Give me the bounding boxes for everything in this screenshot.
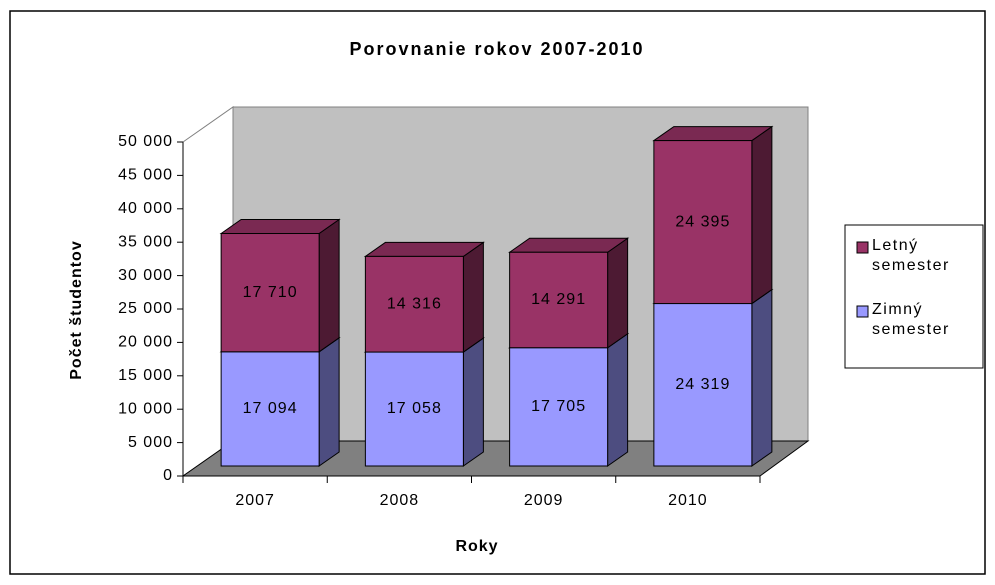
bar-side [607,332,629,467]
y-tick-label: 15 000 [118,367,173,384]
y-tick-label: 25 000 [118,300,173,317]
y-tick-label: 5 000 [128,434,173,451]
bar [364,255,464,353]
bar-top [219,219,341,235]
y-tick-label: 50 000 [118,133,173,150]
bar-top [363,241,485,257]
bar [653,140,753,305]
legend-swatch [856,241,869,254]
value-label: 17 705 [531,398,586,415]
bar-side [607,237,629,349]
y-tick-label: 35 000 [118,233,173,250]
bar-top [652,126,774,142]
value-label: 14 316 [387,295,442,312]
value-label: 17 094 [243,400,298,417]
y-tick-label: 40 000 [118,200,173,217]
bar [220,351,320,467]
bar-top [508,237,630,253]
y-tick-label: 45 000 [118,167,173,184]
y-axis-title: Počet študentov [68,240,85,379]
bar [509,347,609,467]
legend-swatch [856,305,869,318]
x-tick-label: 2008 [380,492,420,509]
value-label: 17 710 [243,284,298,301]
x-tick-label: 2009 [524,492,564,509]
value-label: 17 058 [387,400,442,417]
bar [220,233,320,353]
y-tick-label: 20 000 [118,334,173,351]
bar-side [318,218,340,353]
x-tick-label: 2010 [668,492,708,509]
value-label: 24 319 [675,376,730,393]
bar [653,303,753,467]
y-tick-label: 0 [163,467,173,484]
bar-side [751,288,773,467]
bar-side [318,336,340,467]
legend-label: Letný semester [872,237,950,274]
bar [364,351,464,467]
y-tick-label: 10 000 [118,400,173,417]
bar-side [751,125,773,305]
bar-side [462,241,484,354]
x-axis-title: Roky [455,538,498,555]
legend-label: Zimný semester [872,301,950,338]
bar [509,251,609,349]
chart-title: Porovnanie rokov 2007-2010 [349,39,644,59]
value-label: 24 395 [675,213,730,230]
bar-side [462,337,484,467]
y-tick-label: 30 000 [118,267,173,284]
x-tick-label: 2007 [235,492,275,509]
value-label: 14 291 [531,291,586,308]
